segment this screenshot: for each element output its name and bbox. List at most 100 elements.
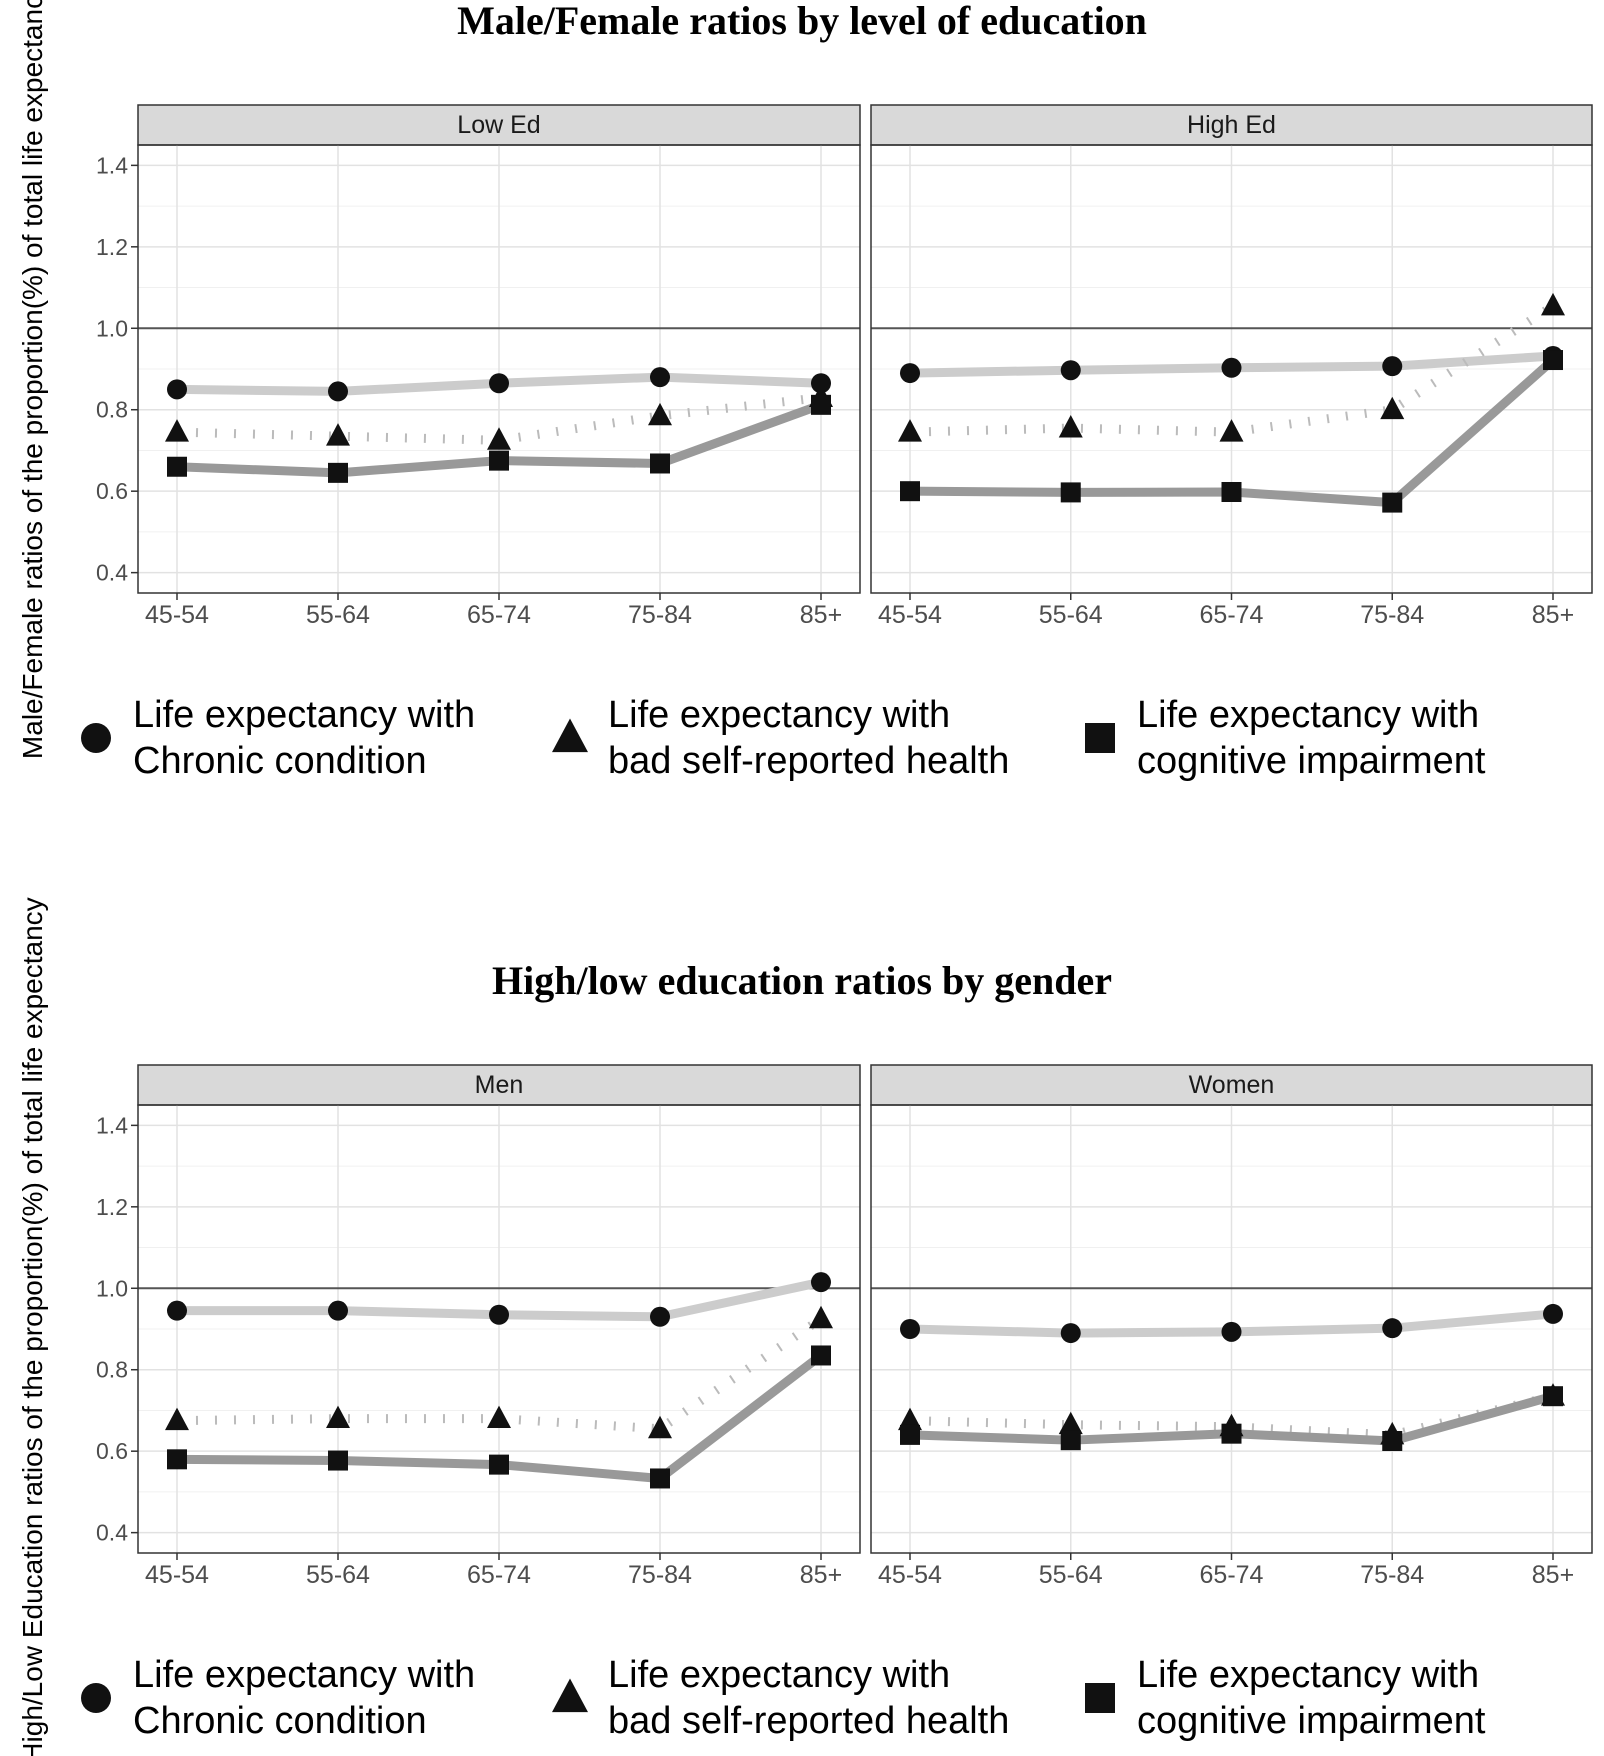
facet-strip	[870, 104, 1593, 146]
legend-label-line1: Life expectancy with	[1137, 694, 1479, 736]
y-tick-label: 1.0	[96, 1275, 128, 1301]
data-point-triangle	[487, 427, 511, 450]
facet-label: Men	[475, 1071, 524, 1099]
gridlines	[138, 145, 860, 593]
panel-2: High Ed 45-54 55-64 65-74 75-84 85+	[870, 104, 1593, 629]
data-point-square	[489, 450, 509, 471]
data-point-circle	[328, 1300, 348, 1321]
data-point-square	[1221, 481, 1242, 502]
data-point-square	[1382, 492, 1403, 513]
panel-2: Women 45-54 55-64 65-74 75-84 85+	[870, 1064, 1593, 1589]
data-point-square	[167, 1449, 187, 1470]
data-point-circle	[167, 1300, 187, 1321]
x-tick-label: 75-84	[1360, 1561, 1424, 1589]
x-tick-label: 55-64	[1039, 1561, 1103, 1589]
series-group	[165, 1272, 833, 1489]
data-point-circle	[900, 363, 920, 384]
y-tick-label: 0.8	[96, 397, 128, 423]
legend-square-icon	[1085, 723, 1115, 753]
data-point-square	[167, 456, 187, 477]
data-point-square	[1543, 350, 1563, 371]
data-point-triangle	[487, 1405, 511, 1429]
y-tick-label: 0.6	[96, 478, 128, 504]
data-point-triangle	[898, 419, 922, 442]
legend-square-icon	[1085, 1683, 1115, 1713]
data-point-circle	[1382, 1318, 1403, 1339]
x-tick-label: 55-64	[306, 1561, 370, 1589]
x-tick-label: 75-84	[1360, 601, 1424, 629]
facet-strip	[137, 1064, 861, 1106]
gridlines	[871, 1105, 1592, 1553]
data-point-triangle	[1541, 292, 1565, 316]
x-tick-label: 75-84	[628, 1561, 692, 1589]
x-tick-label: 75-84	[628, 601, 692, 629]
data-point-triangle	[1219, 419, 1244, 442]
legend-triangle-icon	[552, 718, 588, 753]
data-point-circle	[650, 367, 670, 388]
data-point-circle	[489, 1304, 509, 1325]
legend-label-line2: bad self-reported health	[608, 1700, 1009, 1742]
data-point-square	[811, 1345, 831, 1366]
y-axis-label: Male/Female ratios of the proportion(%) …	[17, 0, 48, 759]
x-tick-label: 65-74	[1200, 601, 1264, 629]
data-point-circle	[328, 381, 348, 402]
y-tick-label: 0.4	[96, 560, 128, 586]
x-tick-label: 65-74	[467, 1561, 531, 1589]
legend-circle-icon	[81, 1683, 111, 1713]
x-tick-label: 85+	[1532, 1561, 1574, 1589]
chart-title: Male/Female ratios by level of education	[457, 0, 1147, 43]
data-point-circle	[1221, 1321, 1242, 1342]
data-point-square	[328, 1450, 348, 1471]
data-point-square	[328, 462, 348, 483]
data-point-triangle	[165, 419, 189, 442]
data-point-square	[650, 453, 670, 474]
data-point-square	[1382, 1431, 1403, 1451]
data-point-square	[1221, 1423, 1242, 1444]
data-point-triangle	[809, 1305, 833, 1329]
y-tick-label: 1.4	[96, 152, 128, 178]
legend-label-line2: Chronic condition	[133, 740, 427, 782]
data-point-triangle	[326, 423, 350, 446]
data-point-square	[489, 1454, 509, 1475]
x-tick-label: 65-74	[467, 601, 531, 629]
y-axis-label: High/Low Education ratios of the proport…	[17, 897, 48, 1756]
facet-label: High Ed	[1187, 111, 1276, 139]
chart-title: High/low education ratios by gender	[492, 958, 1112, 1003]
data-point-circle	[1543, 1303, 1563, 1324]
y-tick-label: 1.2	[96, 234, 128, 260]
data-point-triangle	[648, 402, 672, 426]
panel-1: Men 45-54 55-64 65-74 75-84 85+ 0.4 0.6 0.8 1.0 1.…	[96, 1064, 861, 1589]
panel-1: Low Ed 45-54 55-64 65-74 75-84 85+ 0.4 0.6 0.8 1.…	[96, 104, 861, 629]
data-point-triangle	[898, 1407, 922, 1431]
data-point-square	[1543, 1386, 1563, 1407]
chart-1: Male/Female ratios by level of education…	[17, 0, 1593, 782]
data-point-triangle	[1380, 396, 1405, 420]
data-point-triangle	[1058, 1411, 1083, 1435]
legend-label-line2: cognitive impairment	[1137, 740, 1486, 782]
facet-strip	[137, 104, 861, 146]
series-group	[165, 367, 833, 483]
x-tick-label: 85+	[800, 601, 842, 629]
y-tick-label: 1.4	[96, 1112, 128, 1138]
data-point-square	[650, 1468, 670, 1489]
data-point-circle	[811, 1272, 831, 1293]
y-tick-label: 0.4	[96, 1520, 128, 1546]
x-tick-label: 55-64	[306, 601, 370, 629]
legend-label-line1: Life expectancy with	[608, 694, 950, 736]
data-point-triangle	[165, 1407, 189, 1431]
data-point-circle	[1221, 357, 1242, 378]
series-group	[898, 1303, 1565, 1451]
data-point-circle	[167, 379, 187, 400]
legend-label-line2: cognitive impairment	[1137, 1700, 1486, 1742]
x-tick-label: 65-74	[1200, 1561, 1264, 1589]
legend-label-line2: bad self-reported health	[608, 740, 1009, 782]
data-point-circle	[650, 1306, 670, 1327]
data-point-square	[900, 481, 920, 502]
data-point-triangle	[1058, 415, 1083, 438]
